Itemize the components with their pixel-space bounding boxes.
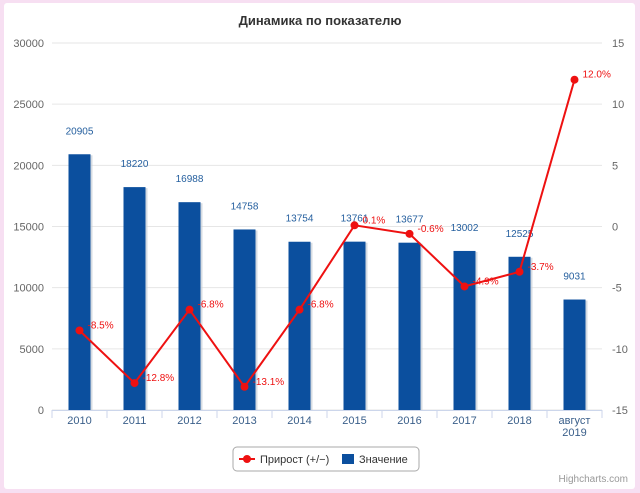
growth-data-label: 12.0% — [583, 70, 611, 81]
bar — [343, 241, 366, 410]
bar-data-label: 18220 — [121, 159, 149, 170]
bar — [453, 250, 476, 410]
y-left-tick-label: 0 — [38, 405, 44, 417]
chart-title: Динамика по показателю — [239, 13, 402, 28]
bar — [563, 299, 586, 410]
y-left-tick-label: 30000 — [13, 38, 44, 50]
y-left-tick-label: 5000 — [20, 344, 44, 356]
bar-data-label: 16988 — [176, 174, 204, 185]
growth-line — [78, 79, 576, 389]
x-tick-label: август 2019 — [559, 415, 591, 439]
legend-bar-icon — [342, 454, 354, 464]
credits-link[interactable]: Highcharts.com — [559, 474, 628, 485]
bar-series — [68, 154, 588, 410]
bar — [288, 241, 311, 410]
growth-point — [515, 267, 524, 276]
x-tick-label: 2014 — [287, 415, 311, 427]
bar — [398, 242, 421, 410]
x-tick-label: 2013 — [232, 415, 256, 427]
x-tick-label: 2015 — [342, 415, 366, 427]
growth-point — [130, 379, 139, 388]
growth-point — [570, 75, 579, 84]
y-left-tick-label: 10000 — [13, 283, 44, 295]
growth-data-label: -0.6% — [418, 224, 444, 235]
growth-data-label: -6.8% — [308, 300, 334, 311]
bar-data-label: 13754 — [286, 214, 314, 225]
bar-data-label: 13761 — [341, 214, 369, 225]
line-series — [75, 75, 579, 391]
y-left-tick-label: 25000 — [13, 99, 44, 111]
legend: Прирост (+/−) Значение — [232, 446, 420, 472]
chart-container: Динамика по показателю 0 5000 10000 15000 20… — [4, 3, 635, 489]
growth-point — [295, 305, 304, 314]
growth-point — [185, 305, 194, 314]
x-tick-label: 2016 — [397, 415, 421, 427]
x-axis: 2010 2011 2012 2013 2014 2015 2016 2017 2018 авгу… — [51, 410, 603, 439]
bar — [508, 256, 531, 410]
y-left-tick-label: 15000 — [13, 222, 44, 234]
growth-data-label: -4.9% — [473, 276, 499, 287]
growth-point — [405, 229, 414, 238]
x-tick-label: 2010 — [67, 415, 91, 427]
legend-label-value: Значение — [359, 454, 408, 466]
y-right-tick-label: 5 — [612, 160, 618, 172]
bar-data-label: 20905 — [66, 126, 94, 137]
growth-data-label: -3.7% — [528, 262, 554, 273]
y-right-tick-label: 15 — [612, 38, 624, 50]
legend-box — [232, 446, 420, 472]
bar-data-label: 12525 — [506, 229, 534, 240]
legend-item-value[interactable]: Значение — [342, 454, 408, 466]
x-tick-label: 2018 — [507, 415, 531, 427]
chart-svg: Динамика по показателю 0 5000 10000 15000 20… — [13, 13, 628, 485]
growth-point — [350, 221, 359, 230]
growth-data-label: -6.8% — [198, 300, 224, 311]
legend-marker-icon — [243, 455, 251, 463]
y-axis-right: -15 -10 -5 0 5 10 15 — [612, 38, 628, 417]
growth-data-label: -13.1% — [253, 377, 285, 388]
legend-label-growth: Прирост (+/−) — [260, 454, 329, 466]
y-left-tick-label: 20000 — [13, 160, 44, 172]
growth-data-label: 0.1% — [363, 215, 386, 226]
bar-data-label: 13002 — [451, 223, 479, 234]
growth-data-label: -8.5% — [88, 320, 114, 331]
growth-data-label: -12.8% — [143, 373, 175, 384]
bar-data-label: 13677 — [396, 215, 424, 226]
point-labels: -8.5% -12.8% -6.8% -13.1% -6.8% 0.1% -0.6% -4.9… — [88, 70, 611, 388]
legend-item-growth[interactable]: Прирост (+/−) — [239, 454, 329, 466]
x-tick-label-line: август — [559, 415, 591, 427]
bar-data-label: 14758 — [231, 201, 259, 212]
x-tick-label: 2017 — [452, 415, 476, 427]
y-right-tick-label: -10 — [612, 344, 628, 356]
bar-labels: 20905 18220 16988 14758 13754 13761 13677 13002… — [66, 126, 586, 282]
x-tick-label: 2012 — [177, 415, 201, 427]
y-axis-left: 0 5000 10000 15000 20000 25000 30000 — [13, 38, 44, 417]
y-right-tick-label: -15 — [612, 405, 628, 417]
x-tick-label: 2011 — [123, 415, 147, 427]
y-right-tick-label: 10 — [612, 99, 624, 111]
y-right-tick-label: 0 — [612, 222, 618, 234]
bar — [68, 154, 91, 410]
growth-point — [460, 282, 469, 291]
growth-point — [75, 326, 84, 335]
bar-data-label: 9031 — [563, 272, 586, 283]
growth-point — [240, 382, 249, 391]
x-tick-label-line: 2019 — [562, 427, 586, 439]
bar — [233, 229, 256, 410]
y-right-tick-label: -5 — [612, 283, 622, 295]
bar — [123, 187, 146, 410]
